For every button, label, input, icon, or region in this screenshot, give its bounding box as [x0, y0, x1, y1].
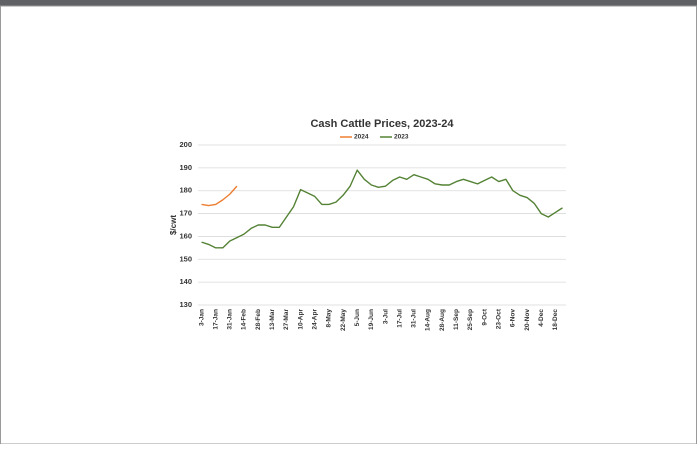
y-tick-label: 180	[179, 186, 192, 195]
x-tick-label: 17-Jan	[212, 309, 219, 330]
x-tick-label: 9-Oct	[481, 308, 488, 325]
series-line	[201, 169, 563, 249]
x-tick-label: 27-Mar	[283, 309, 290, 330]
x-tick-label: 11-Sep	[453, 309, 460, 330]
x-tick-label: 17-Jul	[396, 309, 403, 328]
x-tick-label: 31-Jan	[227, 309, 234, 330]
x-tick-label: 3-Jul	[382, 309, 389, 324]
x-tick-label: 3-Jan	[198, 309, 205, 326]
y-tick-label: 130	[179, 300, 192, 309]
y-tick-label: 160	[179, 231, 192, 240]
x-tick-label: 22-May	[340, 309, 347, 331]
x-tick-label: 31-Jul	[411, 309, 418, 328]
x-tick-label: 14-Feb	[241, 309, 248, 330]
x-tick-label: 4-Dec	[538, 309, 545, 327]
x-tick-label: 28-Aug	[439, 309, 446, 331]
y-tick-label: 170	[179, 209, 192, 218]
x-tick-label: 18-Dec	[552, 309, 559, 331]
series-line	[201, 185, 238, 207]
x-tick-label: 13-Mar	[269, 309, 276, 330]
y-tick-label: 140	[179, 277, 192, 286]
y-tick-label: 190	[179, 163, 192, 172]
legend-label: 2023	[394, 134, 409, 141]
x-tick-label: 6-Nov	[510, 309, 517, 327]
chart-title: Cash Cattle Prices, 2023-24	[310, 118, 454, 130]
x-tick-label: 19-Jun	[368, 309, 375, 330]
y-tick-label: 200	[179, 140, 192, 149]
legend-label: 2024	[354, 134, 369, 141]
x-tick-label: 24-Apr	[311, 309, 318, 330]
y-axis-title: $/cwt	[169, 215, 178, 235]
x-tick-label: 8-May	[326, 309, 333, 328]
x-tick-label: 10-Apr	[297, 309, 304, 330]
y-tick-label: 150	[179, 254, 192, 263]
x-tick-label: 20-Nov	[524, 309, 531, 331]
x-tick-label: 28-Feb	[255, 309, 262, 330]
top-bar	[0, 0, 697, 6]
x-tick-label: 5-Jun	[354, 309, 361, 326]
x-tick-label: 25-Sep	[467, 309, 474, 330]
x-tick-label: 14-Aug	[425, 309, 432, 331]
x-tick-label: 23-Oct	[495, 308, 502, 329]
